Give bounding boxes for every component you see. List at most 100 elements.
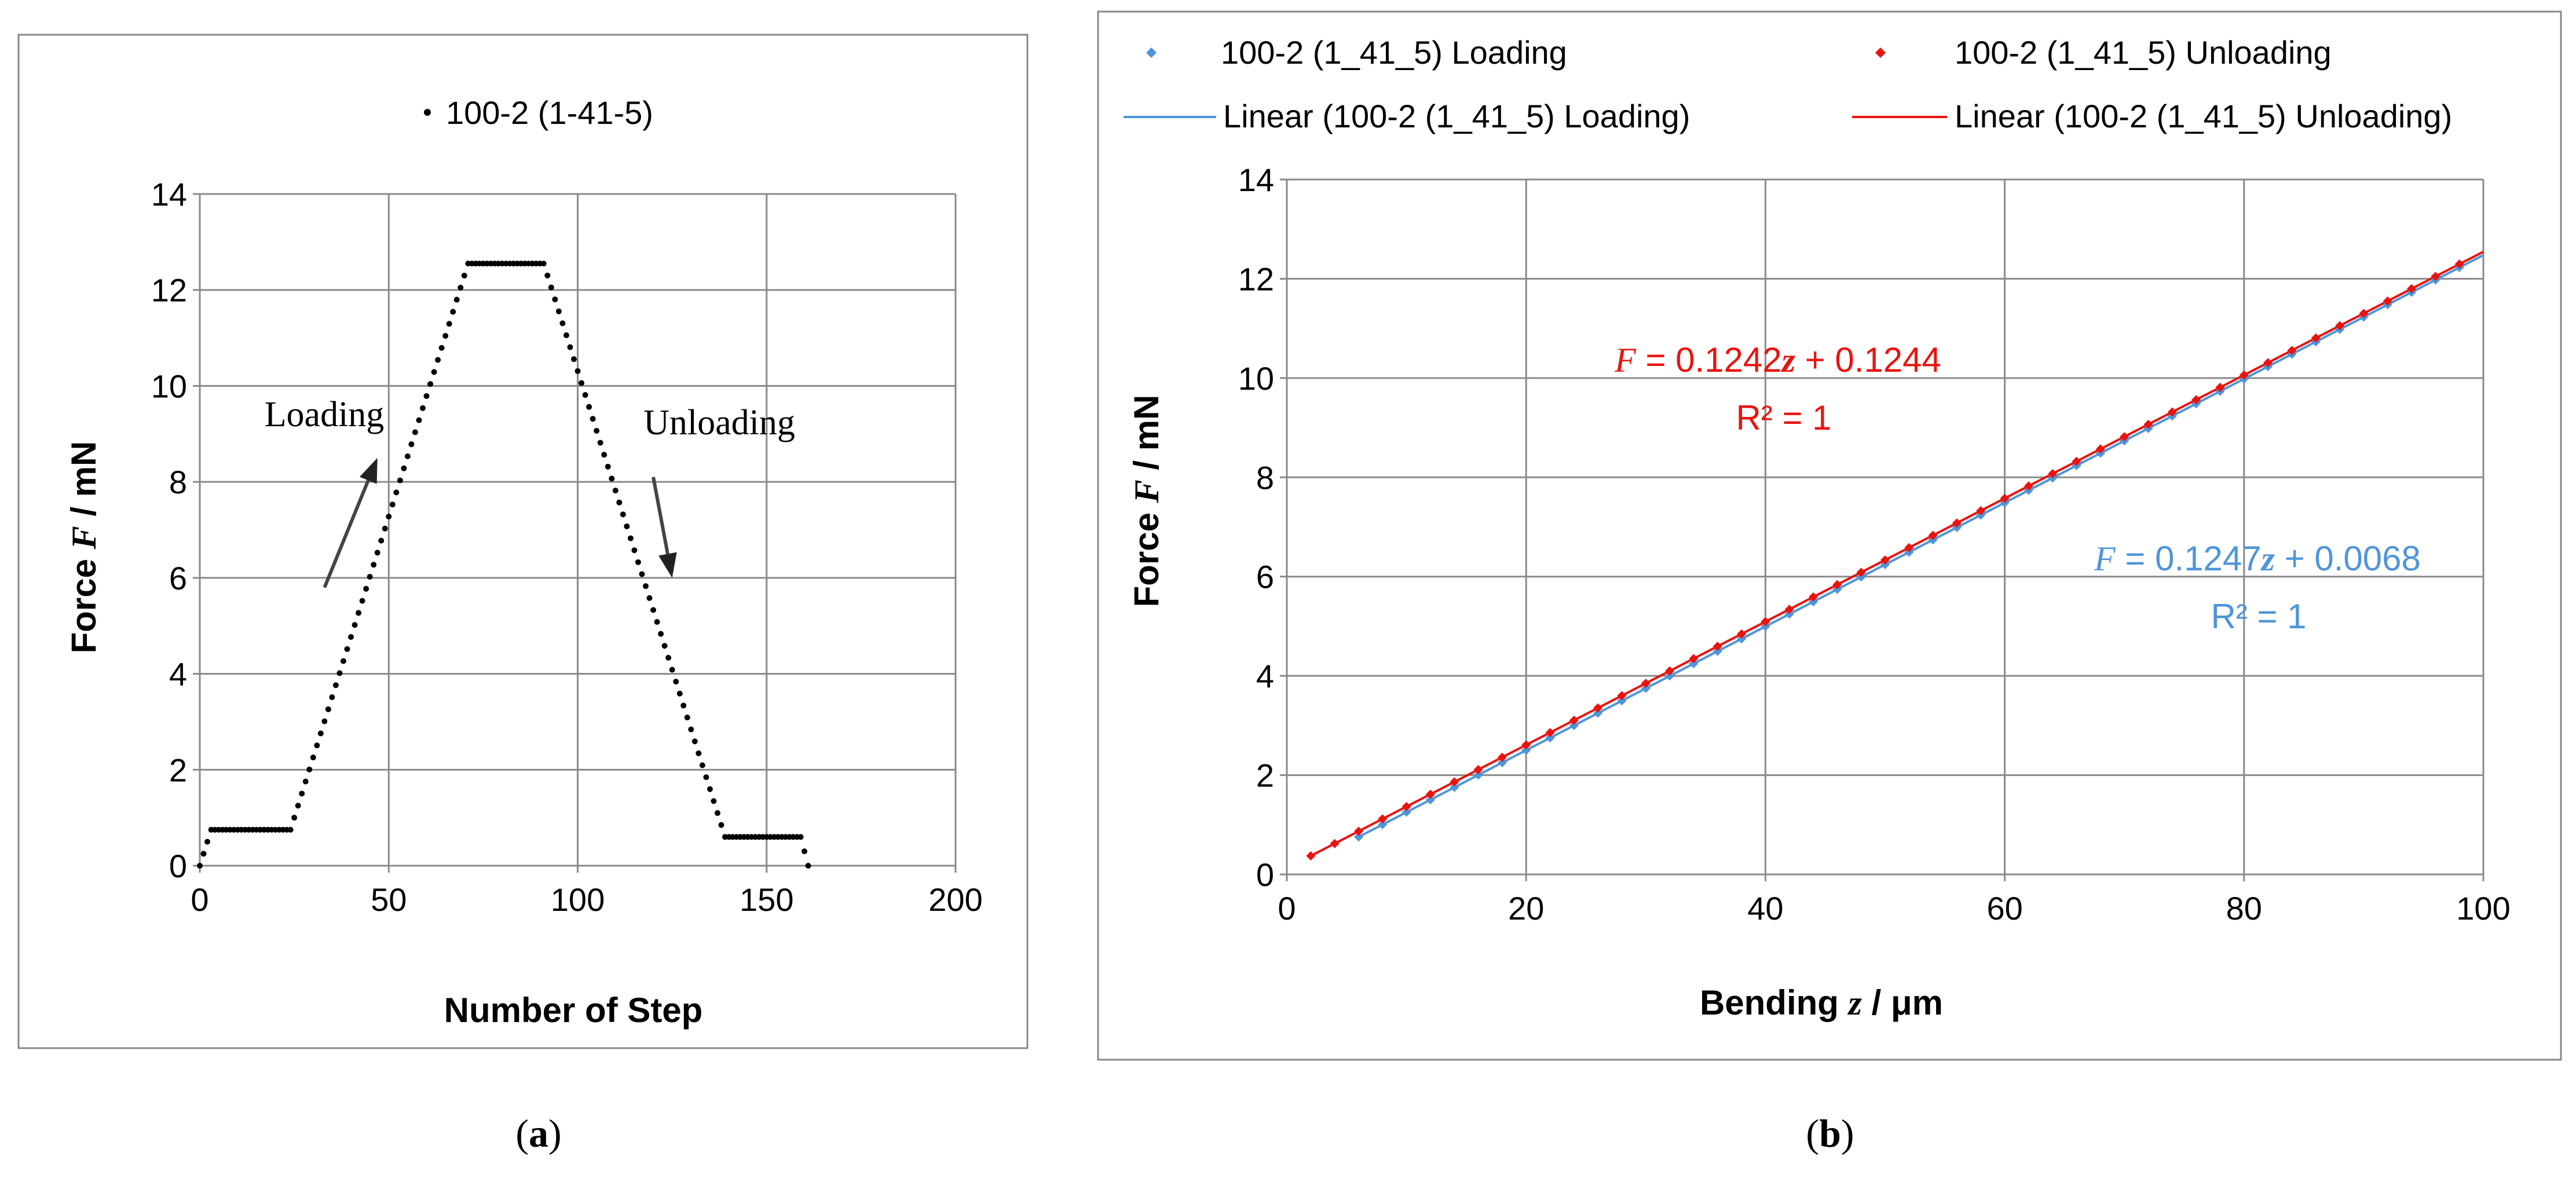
chart-b-point-loading	[1425, 795, 1435, 805]
r2-loading: R² = 1	[2211, 597, 2306, 636]
chart-b: 100-2 (1_41_5) Loading 100-2 (1_41_5) Un…	[1097, 10, 2562, 1061]
chart-b-point-unloading	[2048, 469, 2058, 479]
chart-b-point-unloading	[1689, 654, 1699, 664]
chart-b-point-unloading	[1784, 605, 1794, 614]
caption-a: (a)	[515, 1111, 561, 1155]
caption-a-letter: a	[529, 1111, 548, 1155]
chart-a-point	[544, 272, 551, 279]
chart-b-point-unloading	[1713, 642, 1722, 651]
chart-b-point-unloading	[1952, 518, 1962, 528]
chart-b-point-unloading	[1809, 592, 1818, 602]
chart-b-point-loading	[1641, 683, 1651, 693]
chart-b-point-unloading	[1737, 629, 1747, 639]
chart-b-ytick-label: 4	[1256, 658, 1274, 694]
chart-a-y-axis-label-prefix: Force	[64, 549, 103, 653]
chart-a-point	[423, 393, 430, 399]
chart-b-point-loading	[1497, 758, 1507, 768]
chart-a-point	[661, 643, 668, 649]
chart-a-point	[386, 513, 392, 519]
chart-a-point	[427, 381, 434, 387]
chart-a-xtick-label: 0	[191, 881, 208, 918]
chart-a-point	[291, 815, 298, 821]
chart-a-point	[703, 774, 709, 781]
chart-b-point-loading	[1809, 597, 1818, 607]
chart-a-point	[552, 296, 558, 303]
chart-b-point-loading	[1473, 770, 1483, 780]
chart-b-legend-linear-loading: Linear (100-2 (1_41_5) Loading)	[1223, 98, 1690, 134]
chart-b-point-unloading	[2431, 272, 2440, 281]
chart-a-point	[299, 790, 305, 797]
unloading-arrow	[652, 477, 669, 555]
chart-a-point	[356, 610, 362, 616]
chart-a-point	[416, 417, 422, 423]
chart-a-point	[635, 559, 641, 565]
chart-a-point	[594, 427, 600, 434]
chart-b-xtick-label: 100	[2456, 890, 2510, 927]
chart-b-point-loading	[1353, 832, 1363, 842]
chart-b-legend-linear-unloading: Linear (100-2 (1_41_5) Unloading)	[1955, 98, 2452, 134]
chart-b-point-unloading	[1593, 703, 1603, 713]
chart-b-y-axis-label-var: F	[1128, 479, 1166, 503]
chart-b-point-unloading	[1402, 801, 1411, 811]
equation-unloading-rhs-var: z	[1781, 341, 1796, 379]
chart-a-point	[204, 839, 211, 845]
chart-a-point	[389, 501, 396, 508]
chart-a-point	[642, 583, 649, 590]
equation-loading-var: F	[2094, 540, 2116, 578]
chart-a-point	[382, 525, 388, 532]
chart-b-point-unloading	[2287, 346, 2297, 356]
chart-a-series-points	[197, 261, 811, 869]
chart-a-point	[627, 535, 634, 541]
unloading-annotation: Unloading	[643, 403, 795, 442]
loading-annotation: Loading	[265, 395, 385, 434]
chart-b-xtick-label: 60	[1986, 890, 2022, 927]
chart-b-trendline-loading	[1358, 254, 2484, 839]
loading-arrow	[323, 479, 370, 588]
chart-b-ytick-label: 6	[1256, 559, 1274, 595]
chart-a-point	[404, 453, 411, 459]
chart-b-frame	[1097, 10, 2562, 1061]
chart-b-point-unloading	[2359, 309, 2369, 318]
chart-a-ytick-label: 6	[169, 560, 187, 596]
chart-a-point	[197, 863, 203, 869]
chart-b-point-unloading	[1880, 555, 1890, 565]
chart-a-xtick-label: 200	[928, 881, 982, 918]
chart-a-point	[458, 284, 464, 291]
chart-b-point-unloading	[1378, 814, 1388, 824]
chart-a-point	[699, 762, 705, 768]
chart-a-y-ticks: 0 2 4 6 8 10 12 14	[151, 176, 187, 884]
chart-a-point	[408, 441, 415, 448]
chart-a-point	[718, 822, 724, 828]
equation-unloading-var: F	[1614, 341, 1637, 379]
chart-b-point-unloading	[1928, 530, 1938, 540]
chart-a-point	[665, 654, 672, 661]
chart-a-point	[401, 465, 407, 471]
chart-a-point	[616, 499, 623, 506]
chart-b-point-unloading	[1641, 678, 1651, 688]
chart-b-point-unloading	[2191, 395, 2201, 405]
chart-b-point-loading	[1450, 782, 1459, 792]
chart-a-point	[374, 550, 380, 556]
chart-a-ytick-label: 10	[151, 368, 187, 404]
chart-b-point-loading	[1593, 708, 1603, 718]
chart-a-point	[559, 320, 566, 327]
chart-a-point	[306, 766, 313, 772]
chart-a-point	[707, 786, 713, 792]
chart-b-legend-unloading: 100-2 (1_41_5) Unloading	[1955, 34, 2332, 71]
chart-b-point-unloading	[1330, 839, 1340, 848]
chart-b-point-unloading	[2383, 296, 2392, 306]
chart-a-point	[680, 702, 687, 709]
chart-b-point-unloading	[2167, 407, 2177, 417]
chart-a-point	[540, 261, 547, 267]
chart-a-point	[359, 598, 365, 604]
chart-a-point	[438, 345, 445, 351]
chart-b-point-unloading	[1617, 691, 1627, 701]
chart-a-point	[367, 574, 373, 580]
chart-a-point	[310, 755, 316, 761]
chart-b-point-unloading	[1976, 506, 1986, 515]
chart-b-point-unloading	[2263, 358, 2273, 368]
chart-a-point	[325, 706, 331, 712]
chart-a-point	[579, 380, 585, 386]
chart-a-point	[453, 296, 460, 303]
